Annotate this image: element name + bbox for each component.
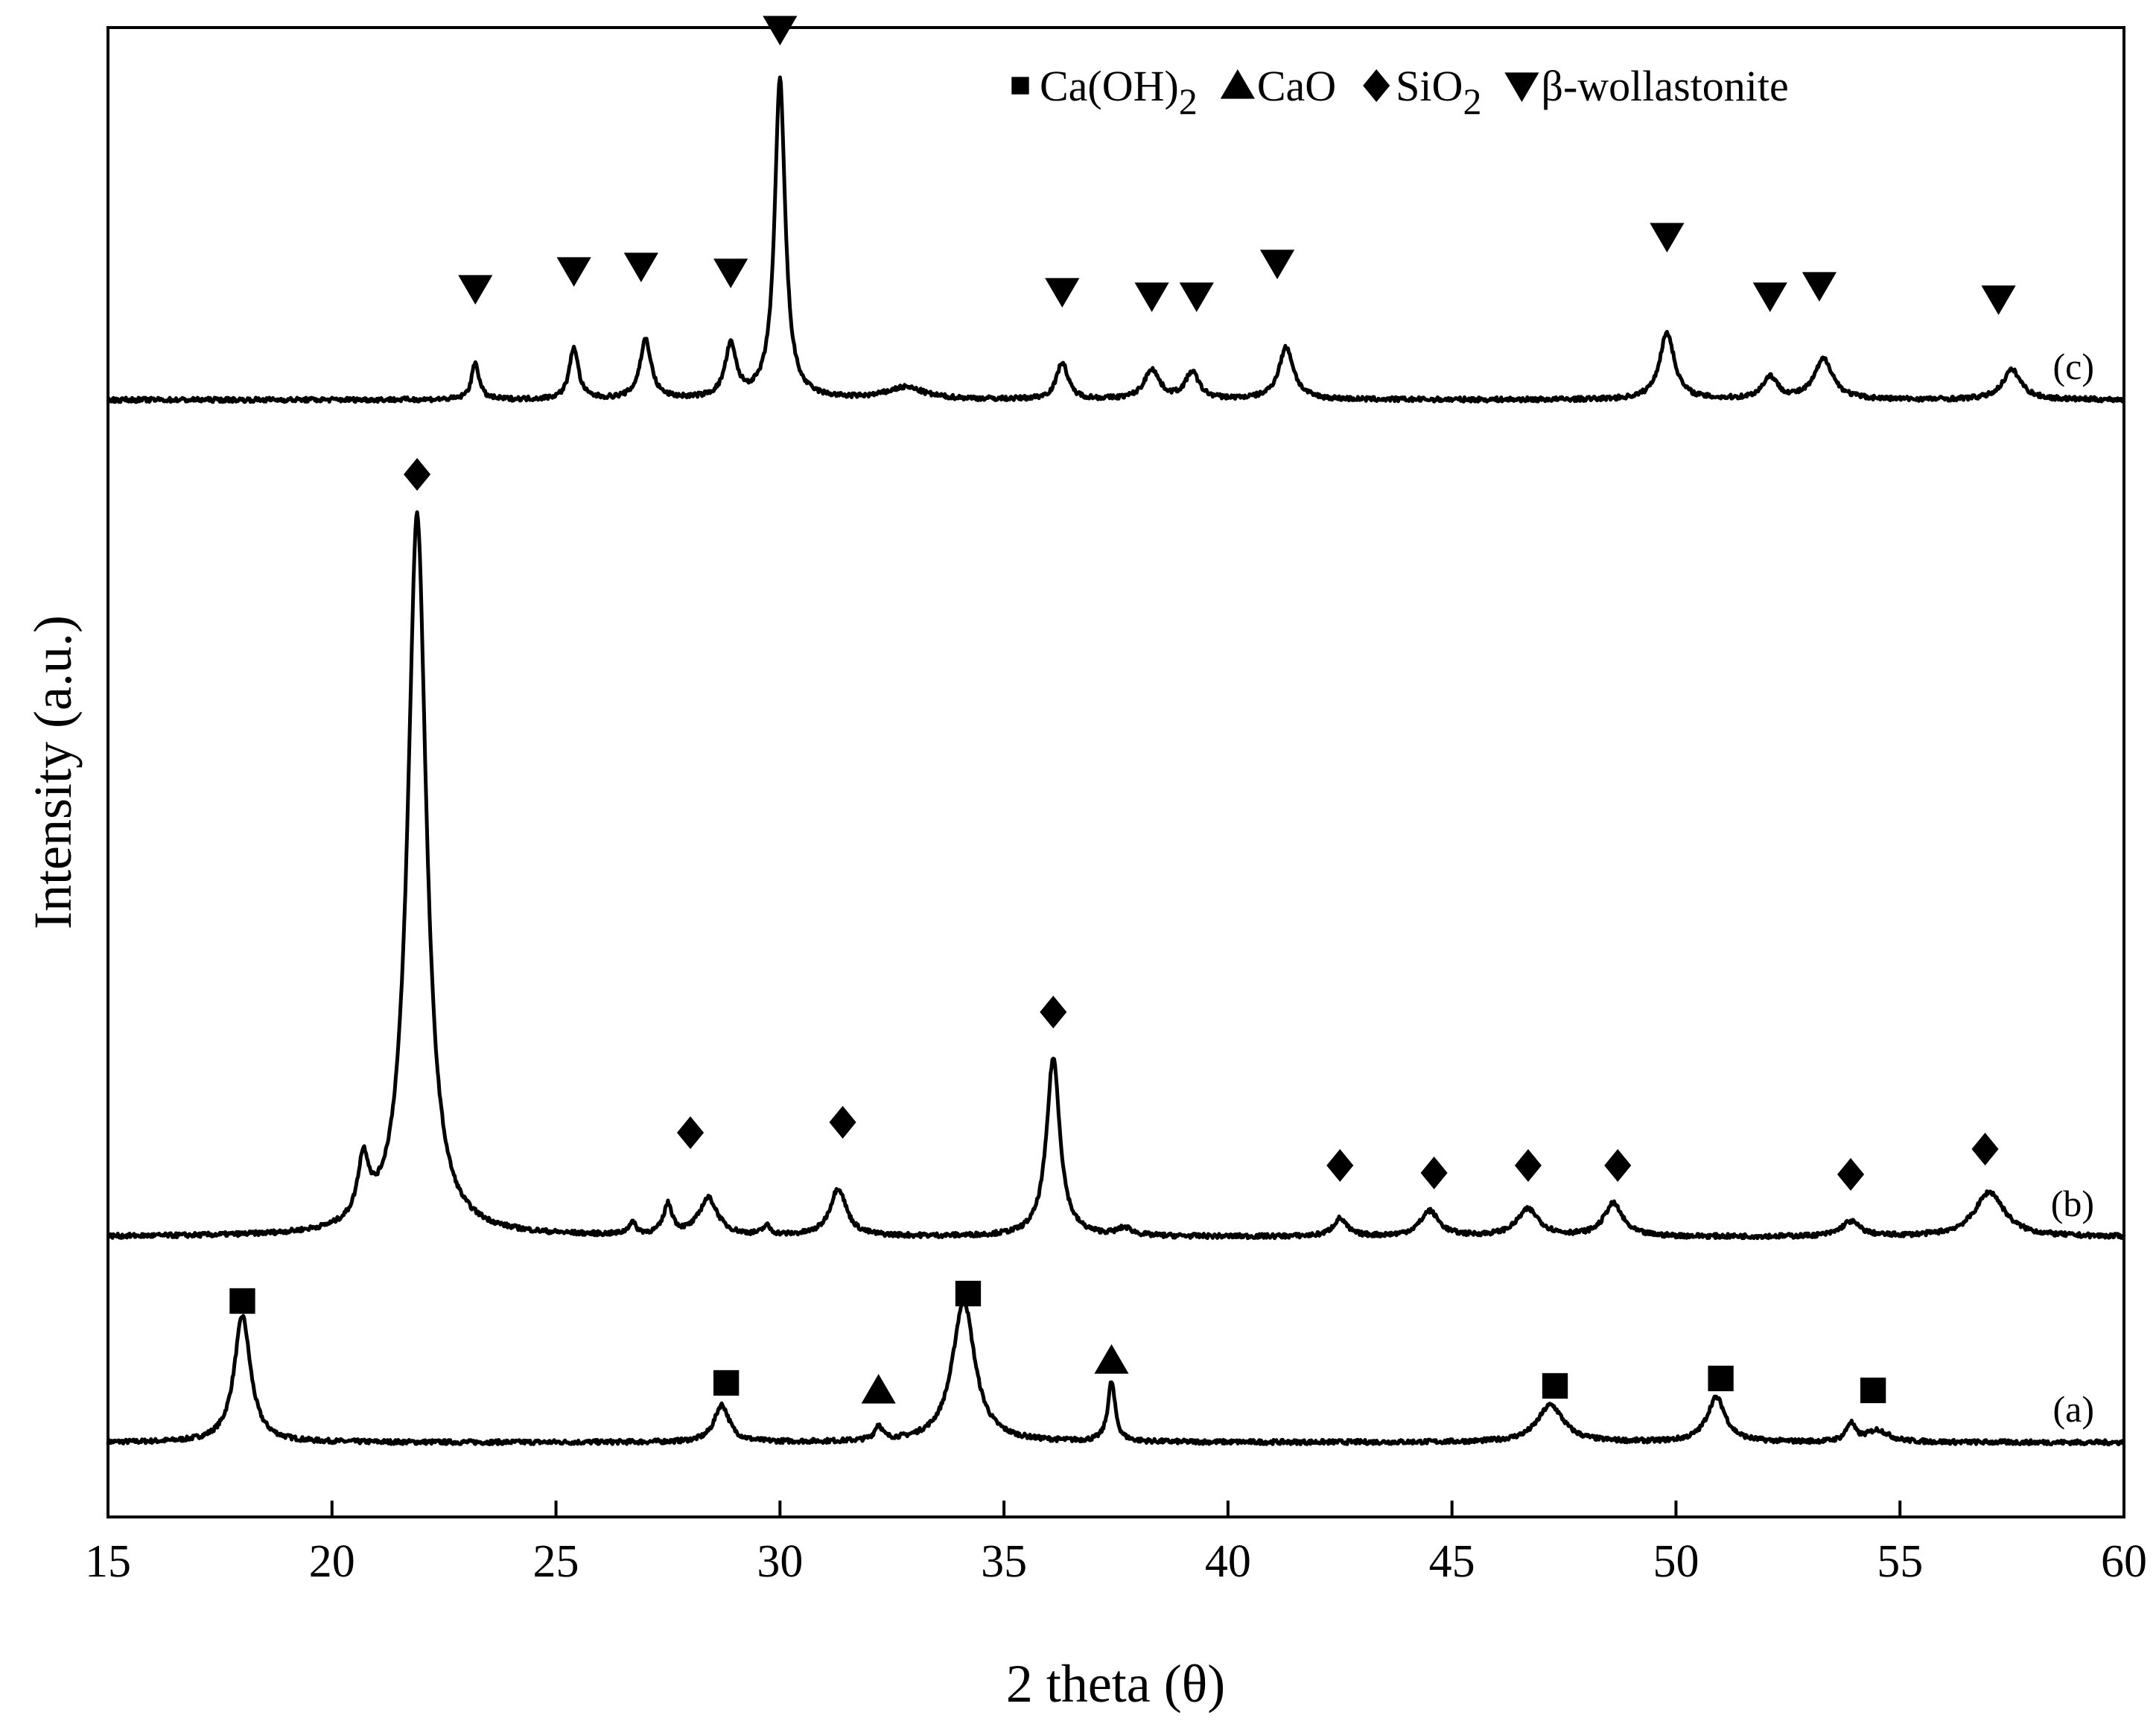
triangle-down-marker [1045, 278, 1080, 308]
legend-triangle-up-symbol [1220, 69, 1255, 99]
legend-entry: Ca(OH)2 [1040, 62, 1198, 122]
diamond-marker [1420, 1157, 1448, 1189]
triangle-down-marker [1981, 285, 2016, 315]
trace-label: (c) [2053, 346, 2095, 387]
triangle-down-marker [1179, 282, 1214, 312]
x-tick-label: 25 [533, 1536, 579, 1587]
trace-label: (a) [2053, 1388, 2095, 1430]
legend-entry: β-wollastonite [1541, 62, 1788, 110]
x-tick-label: 20 [309, 1536, 355, 1587]
diamond-marker [676, 1116, 705, 1149]
legend-triangle-down-symbol [1504, 72, 1539, 102]
triangle-up-marker [861, 1374, 896, 1404]
square-marker [1708, 1365, 1734, 1392]
triangle-down-marker [713, 258, 748, 288]
square-marker [1860, 1377, 1886, 1404]
legend-entry: CaO [1257, 62, 1336, 110]
triangle-down-marker [556, 257, 591, 287]
y-axis-label: Intensity (a.u.) [23, 615, 83, 929]
square-marker [955, 1280, 982, 1307]
traces [106, 75, 2126, 1447]
triangle-down-marker [763, 16, 798, 45]
x-tick-label: 30 [757, 1536, 803, 1587]
triangle-down-marker [1802, 272, 1837, 302]
x-tick-label: 60 [2101, 1536, 2147, 1587]
triangle-down-marker [458, 275, 493, 305]
x-axis-label: 2 theta (θ) [1006, 1654, 1225, 1714]
trace-1 [106, 510, 2126, 1241]
triangle-down-marker [1134, 282, 1169, 312]
trace-labels: (a) (b) (c) [2051, 346, 2094, 1430]
diamond-marker [1514, 1149, 1542, 1182]
diamond-marker [404, 458, 431, 491]
square-marker [713, 1370, 740, 1396]
diamond-marker [1604, 1149, 1632, 1182]
diamond-marker [1837, 1158, 1865, 1191]
diamond-marker [1326, 1149, 1354, 1182]
x-tick-label: 45 [1429, 1536, 1475, 1587]
legend-diamond-symbol [1363, 69, 1390, 102]
x-tick-label: 50 [1653, 1536, 1699, 1587]
trace-0 [106, 1298, 2126, 1447]
trace-label: (b) [2051, 1183, 2094, 1224]
legend-square-symbol [1011, 77, 1029, 95]
triangle-down-marker [1259, 249, 1295, 279]
x-tick-label: 15 [85, 1536, 131, 1587]
x-tick-label: 35 [981, 1536, 1027, 1587]
trace-2 [106, 75, 2125, 404]
square-marker [1542, 1372, 1568, 1399]
x-tick-label: 55 [1877, 1536, 1923, 1587]
plot-frame [106, 26, 2125, 1518]
phase-markers [229, 16, 2016, 1404]
x-tick-label: 40 [1205, 1536, 1251, 1587]
triangle-up-marker [1094, 1344, 1129, 1374]
triangle-down-marker [623, 252, 658, 282]
x-axis-ticks: 15 20 25 30 35 40 45 50 55 60 [85, 1501, 2147, 1587]
diamond-marker [1040, 996, 1067, 1028]
square-marker [229, 1288, 255, 1314]
diamond-marker [829, 1106, 856, 1139]
diamond-marker [1971, 1133, 1999, 1165]
legend: Ca(OH)2 CaO SiO2 β-wollastonite [1011, 62, 1789, 122]
triangle-down-marker [1650, 223, 1685, 252]
triangle-down-marker [1752, 282, 1787, 312]
legend-entry: SiO2 [1396, 62, 1481, 122]
